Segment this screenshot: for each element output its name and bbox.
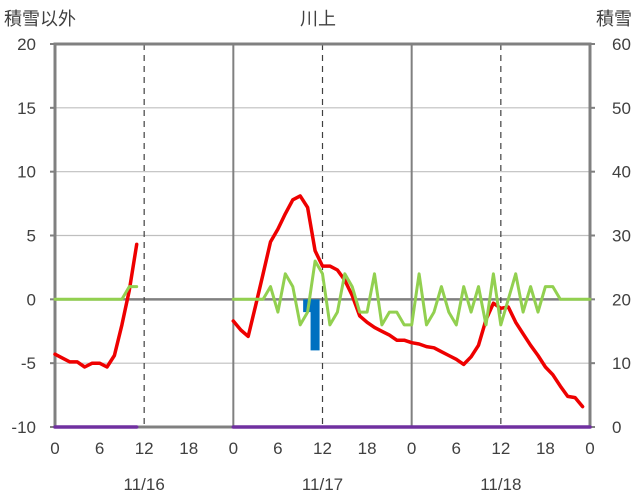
- left-tick-label: 15: [17, 99, 36, 118]
- x-tick-label: 18: [358, 439, 377, 458]
- x-tick-label: 0: [407, 439, 416, 458]
- wind-line: [53, 285, 139, 301]
- x-tick-label: 18: [536, 439, 555, 458]
- x-tick-label: 6: [452, 439, 461, 458]
- left-tick-label: 0: [27, 290, 36, 309]
- right-tick-label: 20: [612, 290, 631, 309]
- left-tick-label: 20: [17, 35, 36, 54]
- chart-title: 川上: [300, 9, 336, 30]
- right-tick-label: 60: [612, 35, 631, 54]
- left-tick-label: -10: [11, 418, 36, 437]
- temperature-line: [53, 242, 139, 369]
- precipitation-bar: [310, 299, 320, 351]
- x-tick-label: 0: [585, 439, 594, 458]
- right-tick-label: 0: [612, 418, 621, 437]
- grid-layer: [55, 44, 590, 427]
- x-tick-label: 0: [50, 439, 59, 458]
- right-tick-label: 50: [612, 99, 631, 118]
- x-tick-label: 12: [313, 439, 332, 458]
- wind-line: [231, 259, 592, 327]
- series-lines: [53, 194, 592, 429]
- x-tick-label: 6: [95, 439, 104, 458]
- date-label: 11/17: [302, 475, 343, 494]
- right-tick-label: 30: [612, 227, 631, 246]
- left-axis-label: 積雪以外: [4, 9, 76, 30]
- temperature-line: [231, 194, 585, 409]
- x-tick-label: 18: [179, 439, 198, 458]
- left-tick-label: 10: [17, 163, 36, 182]
- x-tick-label: 6: [273, 439, 282, 458]
- left-tick-label: 5: [27, 227, 36, 246]
- right-tick-label: 40: [612, 163, 631, 182]
- right-tick-label: 10: [612, 354, 631, 373]
- right-axis-label: 積雪: [596, 9, 632, 30]
- x-tick-label: 0: [229, 439, 238, 458]
- left-tick-label: -5: [21, 354, 36, 373]
- precipitation-bars: [303, 299, 320, 351]
- date-label: 11/16: [124, 475, 165, 494]
- date-label: 11/18: [480, 475, 521, 494]
- x-tick-label: 12: [491, 439, 510, 458]
- x-tick-label: 12: [135, 439, 154, 458]
